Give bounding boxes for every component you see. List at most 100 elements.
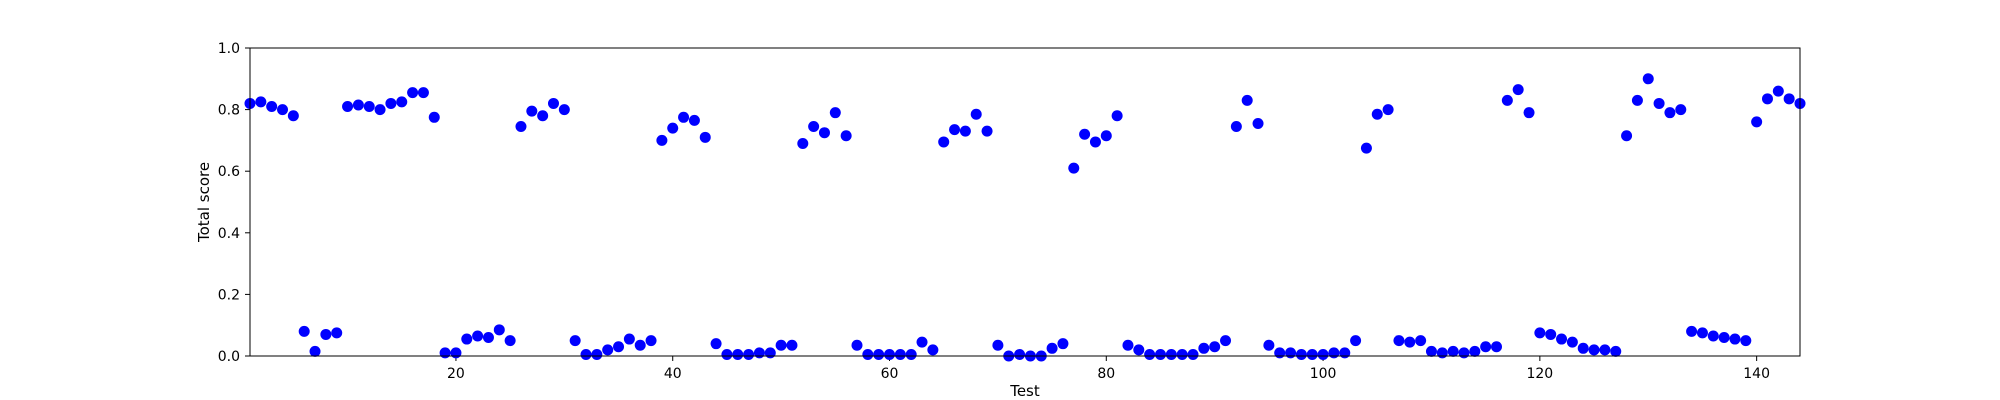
data-point bbox=[1631, 94, 1643, 106]
data-point bbox=[1079, 128, 1091, 140]
data-point bbox=[1480, 341, 1492, 353]
x-tick-label: 120 bbox=[1526, 366, 1553, 382]
data-point bbox=[255, 96, 267, 108]
data-point bbox=[1599, 344, 1611, 356]
data-point bbox=[1718, 332, 1730, 344]
data-point bbox=[1328, 347, 1340, 359]
data-point bbox=[342, 101, 354, 113]
data-point bbox=[580, 348, 592, 360]
data-point bbox=[407, 87, 419, 99]
data-point bbox=[1371, 108, 1383, 120]
y-tick-label: 0.4 bbox=[218, 226, 240, 242]
data-point bbox=[818, 127, 830, 139]
x-tick-label: 100 bbox=[1310, 366, 1337, 382]
data-point bbox=[1046, 342, 1058, 354]
data-point bbox=[1686, 325, 1698, 337]
data-point bbox=[385, 97, 397, 109]
data-point bbox=[959, 125, 971, 137]
data-point bbox=[1458, 347, 1470, 359]
data-point bbox=[277, 104, 289, 116]
data-point bbox=[1350, 335, 1362, 347]
data-point bbox=[862, 348, 874, 360]
data-point bbox=[656, 134, 668, 146]
x-axis-label: Test bbox=[1009, 382, 1040, 400]
data-point bbox=[699, 131, 711, 143]
data-point bbox=[613, 341, 625, 353]
data-point bbox=[992, 339, 1004, 351]
data-point bbox=[1306, 348, 1318, 360]
data-point bbox=[1209, 341, 1221, 353]
data-point bbox=[1187, 348, 1199, 360]
data-point bbox=[1165, 348, 1177, 360]
x-tick-label: 20 bbox=[447, 366, 465, 382]
data-point bbox=[374, 104, 386, 116]
data-point bbox=[688, 114, 700, 126]
data-point bbox=[363, 101, 375, 113]
data-point bbox=[970, 108, 982, 120]
data-point bbox=[1154, 348, 1166, 360]
data-point bbox=[1144, 348, 1156, 360]
data-point bbox=[1111, 110, 1123, 122]
data-point bbox=[916, 336, 928, 348]
data-point bbox=[309, 345, 321, 357]
data-point bbox=[1491, 341, 1503, 353]
data-point bbox=[428, 111, 440, 123]
data-point bbox=[1382, 104, 1394, 116]
data-point bbox=[808, 121, 820, 133]
data-point bbox=[623, 333, 635, 345]
data-point bbox=[461, 333, 473, 345]
data-point bbox=[927, 344, 939, 356]
x-tick-label: 80 bbox=[1097, 366, 1115, 382]
y-axis-label: Total score bbox=[195, 162, 213, 243]
data-point bbox=[1751, 116, 1763, 128]
data-point bbox=[537, 110, 549, 122]
data-point bbox=[331, 327, 343, 339]
data-point bbox=[1404, 336, 1416, 348]
data-point bbox=[287, 110, 299, 122]
data-point bbox=[905, 348, 917, 360]
data-point bbox=[1057, 338, 1069, 350]
data-point bbox=[396, 96, 408, 108]
data-point bbox=[320, 328, 332, 340]
data-point bbox=[1415, 335, 1427, 347]
data-point bbox=[352, 99, 364, 111]
x-tick-label: 140 bbox=[1743, 366, 1770, 382]
data-point bbox=[678, 111, 690, 123]
data-point bbox=[1241, 94, 1253, 106]
data-point bbox=[1263, 339, 1275, 351]
data-point bbox=[1577, 342, 1589, 354]
y-tick-label: 0.6 bbox=[218, 164, 240, 180]
data-point bbox=[775, 339, 787, 351]
data-point bbox=[949, 124, 961, 136]
data-point bbox=[515, 121, 527, 133]
plot-area bbox=[250, 48, 1800, 356]
data-point bbox=[721, 348, 733, 360]
data-point bbox=[472, 330, 484, 342]
y-tick-label: 0.8 bbox=[218, 103, 240, 119]
data-point bbox=[1393, 335, 1405, 347]
data-point bbox=[1588, 344, 1600, 356]
data-point bbox=[450, 347, 462, 359]
data-point bbox=[298, 325, 310, 337]
data-point bbox=[1425, 345, 1437, 357]
data-point bbox=[1523, 107, 1535, 119]
data-point bbox=[558, 104, 570, 116]
data-point bbox=[1360, 142, 1372, 154]
data-point bbox=[981, 125, 993, 137]
data-point bbox=[1512, 84, 1524, 96]
data-point bbox=[1642, 73, 1654, 85]
data-point bbox=[1436, 347, 1448, 359]
data-point bbox=[710, 338, 722, 350]
data-point bbox=[504, 335, 516, 347]
data-point bbox=[1501, 94, 1513, 106]
data-point bbox=[732, 348, 744, 360]
data-point bbox=[1610, 345, 1622, 357]
data-point bbox=[753, 347, 765, 359]
data-point bbox=[1696, 327, 1708, 339]
data-point bbox=[1100, 130, 1112, 142]
data-point bbox=[829, 107, 841, 119]
data-point bbox=[1783, 93, 1795, 105]
data-point bbox=[1729, 333, 1741, 345]
data-point bbox=[569, 335, 581, 347]
